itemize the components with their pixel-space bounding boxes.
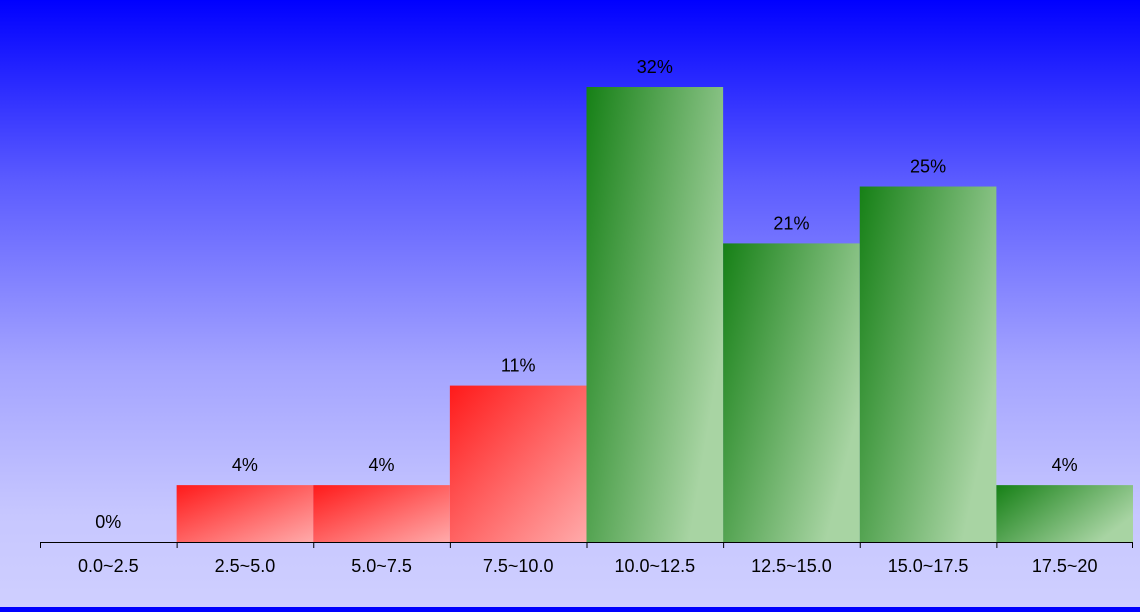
value-label-8: 4%	[1052, 455, 1078, 475]
x-tick-label-5: 10.0~12.5	[615, 556, 696, 576]
bar-8	[996, 485, 1133, 542]
bar-3	[313, 485, 450, 542]
x-tick-label-1: 0.0~2.5	[78, 556, 139, 576]
bar-5	[586, 87, 724, 542]
value-label-4: 11%	[501, 356, 536, 376]
bar-7	[859, 186, 997, 542]
bars-group	[176, 87, 1133, 542]
x-tick-label-7: 15.0~17.5	[888, 556, 969, 576]
x-tick-labels-group: 0.0~2.5 2.5~5.0 5.0~7.5 7.5~10.0 10.0~12.5 12…	[78, 556, 1097, 576]
x-tick-label-3: 5.0~7.5	[351, 556, 412, 576]
value-label-3: 4%	[369, 455, 395, 475]
value-label-7: 25%	[910, 157, 946, 177]
x-tick-label-6: 12.5~15.0	[751, 556, 832, 576]
bar-4	[449, 385, 587, 542]
value-label-6: 21%	[773, 213, 809, 233]
x-ticks-group	[40, 542, 1133, 548]
value-label-5: 32%	[637, 57, 673, 77]
value-labels-group: 0% 4% 4% 11% 32% 21% 25% 4%	[95, 57, 1077, 532]
x-tick-label-4: 7.5~10.0	[483, 556, 554, 576]
x-tick-label-8: 17.5~20	[1032, 556, 1098, 576]
x-tick-label-2: 2.5~5.0	[215, 556, 276, 576]
bar-2	[176, 485, 314, 542]
bar-6	[723, 243, 860, 542]
value-label-2: 4%	[232, 455, 258, 475]
value-label-1: 0%	[95, 512, 121, 532]
